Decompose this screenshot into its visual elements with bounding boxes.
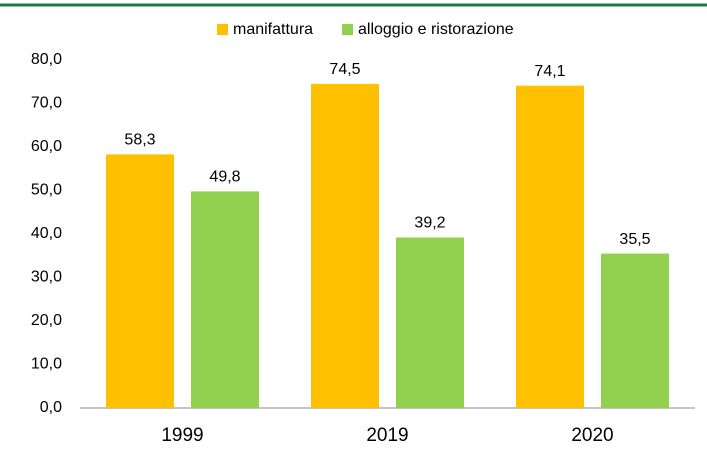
- bar: [516, 85, 584, 408]
- bar: [396, 237, 464, 408]
- legend-label: manifattura: [233, 21, 313, 38]
- y-tick-label: 80,0: [31, 51, 62, 68]
- x-tick-label: 2019: [366, 425, 408, 446]
- y-tick-label: 40,0: [31, 225, 62, 242]
- y-tick-label: 0,0: [40, 399, 62, 416]
- bar: [106, 154, 174, 408]
- bar: [311, 83, 379, 409]
- data-label: 35,5: [619, 231, 650, 248]
- bar: [191, 191, 259, 408]
- y-tick-label: 60,0: [31, 138, 62, 155]
- legend-swatch: [217, 24, 228, 35]
- y-tick-label: 30,0: [31, 269, 62, 286]
- legend-label: alloggio e ristorazione: [358, 21, 514, 38]
- bar: [601, 253, 669, 408]
- data-label: 39,2: [414, 215, 445, 232]
- y-tick-label: 10,0: [31, 356, 62, 373]
- data-label: 74,5: [329, 61, 360, 78]
- data-label: 58,3: [124, 132, 155, 149]
- data-label: 74,1: [534, 63, 565, 80]
- x-tick-label: 2020: [571, 425, 613, 446]
- x-tick-label: 1999: [161, 425, 203, 446]
- y-tick-label: 70,0: [31, 95, 62, 112]
- legend-swatch: [342, 24, 353, 35]
- y-tick-label: 50,0: [31, 182, 62, 199]
- data-label: 49,8: [209, 169, 240, 186]
- y-tick-label: 20,0: [31, 312, 62, 329]
